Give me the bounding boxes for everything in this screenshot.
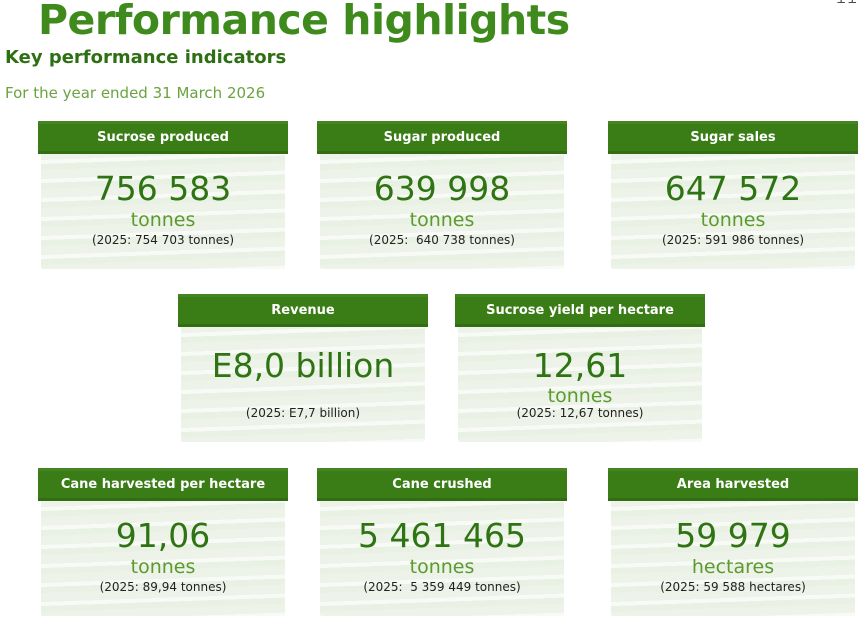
kpi-prior-year: (2025: 89,94 tonnes) (99, 580, 227, 594)
kpi-value: 59 979 (675, 516, 791, 555)
kpi-value: 756 583 (94, 169, 232, 208)
card-background (181, 324, 425, 442)
kpi-card-sugar-produced: Sugar produced 639 998 tonnes (2025: 640… (317, 121, 567, 269)
kpi-label: Sugar produced (317, 121, 567, 154)
kpi-card-cane-crushed: Cane crushed 5 461 465 tonnes (2025: 5 3… (317, 468, 567, 616)
kpi-value: E8,0 billion (211, 346, 395, 385)
kpi-prior-year: (2025: 640 738 tonnes) (369, 233, 515, 247)
card-background (41, 151, 285, 269)
card-background (320, 498, 564, 616)
kpi-value: 5 461 465 (358, 516, 526, 555)
kpi-label: Sugar sales (608, 121, 858, 154)
kpi-unit: tonnes (547, 385, 613, 407)
reporting-period: For the year ended 31 March 2026 (5, 84, 266, 102)
card-background (458, 324, 702, 442)
kpi-prior-year: (2025: 5 359 449 tonnes) (363, 580, 521, 594)
kpi-label: Sucrose yield per hectare (455, 294, 705, 327)
kpi-prior-year: (2025: 59 588 hectares) (660, 580, 806, 594)
kpi-unit: hectares (691, 556, 775, 578)
kpi-value: 647 572 (664, 169, 802, 208)
kpi-prior-year: (2025: E7,7 billion) (245, 406, 361, 420)
kpi-card-cane-harvested-per-hectare: Cane harvested per hectare 91,06 tonnes … (38, 468, 288, 616)
kpi-prior-year: (2025: 12,67 tonnes) (516, 406, 644, 420)
kpi-label: Area harvested (608, 468, 858, 501)
kpi-unit: tonnes (409, 209, 475, 231)
kpi-value: 91,06 (115, 516, 211, 555)
kpi-label: Cane crushed (317, 468, 567, 501)
kpi-value: 12,61 (532, 346, 628, 385)
card-background (611, 498, 855, 616)
kpi-card-sucrose-yield: Sucrose yield per hectare 12,61 tonnes (… (455, 294, 705, 442)
kpi-unit: tonnes (409, 556, 475, 578)
kpi-card-sucrose-produced: Sucrose produced 756 583 tonnes (2025: 7… (38, 121, 288, 269)
page-title: Performance highlights (38, 0, 570, 44)
kpi-label: Cane harvested per hectare (38, 468, 288, 501)
kpi-prior-year: (2025: 591 986 tonnes) (661, 233, 805, 247)
corner-mark: ꓕ ꓕ (838, 0, 856, 6)
card-background (320, 151, 564, 269)
kpi-value: 639 998 (373, 169, 511, 208)
kpi-unit: tonnes (130, 556, 196, 578)
kpi-card-sugar-sales: Sugar sales 647 572 tonnes (2025: 591 98… (608, 121, 858, 269)
kpi-card-area-harvested: Area harvested 59 979 hectares (2025: 59… (608, 468, 858, 616)
kpi-prior-year: (2025: 754 703 tonnes) (91, 233, 235, 247)
kpi-label: Revenue (178, 294, 428, 327)
page-subtitle: Key performance indicators (5, 47, 287, 68)
card-background (41, 498, 285, 616)
kpi-card-revenue: Revenue E8,0 billion (2025: E7,7 billion… (178, 294, 428, 442)
kpi-unit: tonnes (700, 209, 766, 231)
kpi-unit: tonnes (130, 209, 196, 231)
kpi-label: Sucrose produced (38, 121, 288, 154)
card-background (611, 151, 855, 269)
